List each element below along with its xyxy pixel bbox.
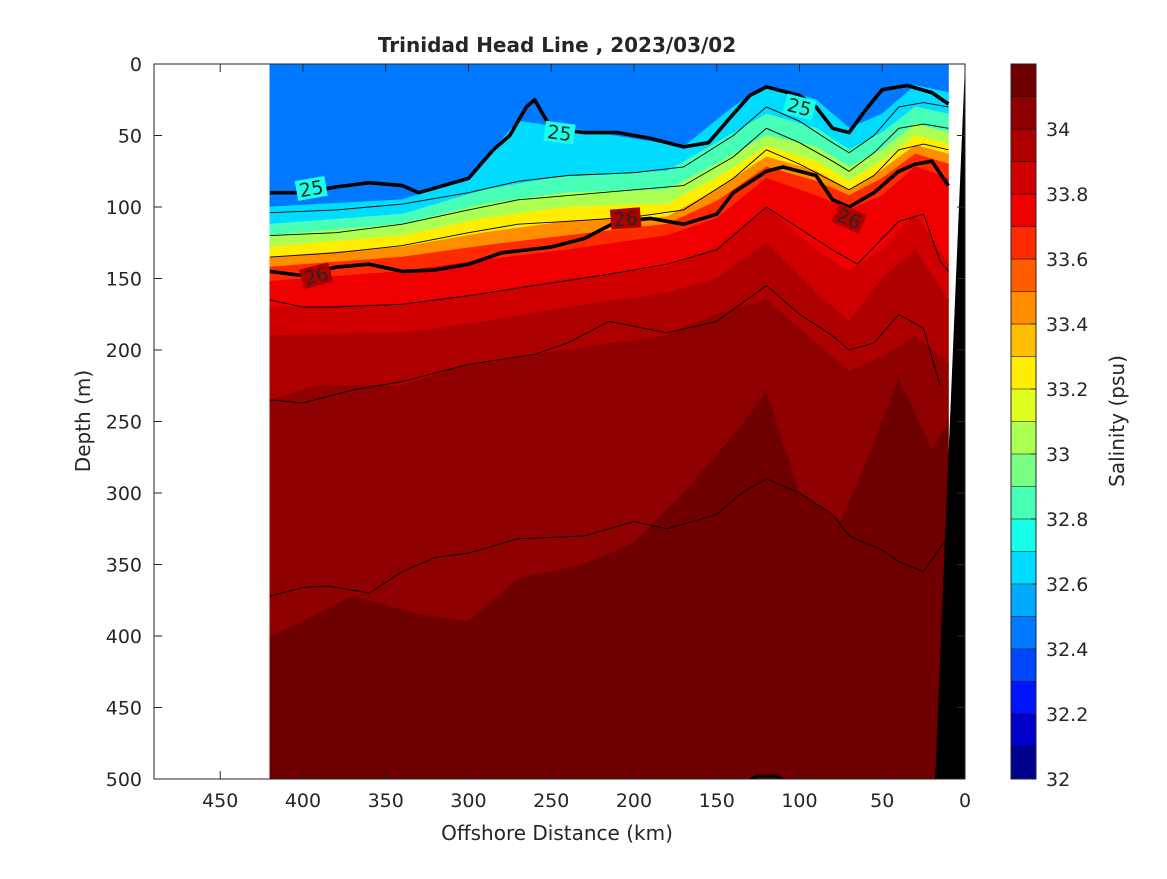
x-tick-label: 300 (450, 790, 486, 812)
y-tick-label: 0 (130, 54, 142, 76)
x-tick-label: 450 (202, 790, 238, 812)
isopycnal-label-bg (543, 120, 576, 145)
x-tick-label: 50 (870, 790, 894, 812)
thin-contour-3 (269, 206, 949, 308)
colorbar-segment (1011, 64, 1036, 97)
colorbar-segment (1011, 714, 1036, 747)
colorbar-segment (1011, 649, 1036, 682)
x-tick-label: 100 (781, 790, 817, 812)
colorbar-tick-label: 32.8 (1046, 509, 1088, 531)
isopycnal-label-bg (299, 262, 334, 290)
y-tick-label: 150 (106, 269, 142, 291)
colorbar-segment (1011, 389, 1036, 422)
x-tick-label: 150 (699, 790, 735, 812)
colorbar-segment (1011, 324, 1036, 357)
y-axis-label: Depth (m) (71, 370, 95, 472)
colorbar-tick-label: 32.4 (1046, 639, 1088, 661)
colorbar-tick-label: 34 (1046, 119, 1070, 141)
isopycnal-label-bg (294, 176, 328, 201)
x-tick-label: 200 (616, 790, 652, 812)
bottom-contour (749, 774, 784, 779)
colorbar-box (1010, 63, 1037, 780)
y-tick-label: 400 (106, 626, 142, 648)
isopycnal-label-bg (831, 203, 867, 234)
y-tick-label: 50 (118, 126, 142, 148)
colorbar-tick-label: 33.8 (1046, 184, 1088, 206)
isopycnal-label-bg (609, 207, 642, 230)
x-tick-label: 250 (533, 790, 569, 812)
colorbar-segment (1011, 746, 1036, 780)
salinity-region-12 (501, 652, 900, 779)
thin-contour-lines (269, 102, 949, 779)
colorbar-segment (1011, 129, 1036, 162)
colorbar: 32 32.2 32.4 32.6 32.8 33 33.2 33.4 33.6 33.8 34 (1010, 63, 1088, 791)
x-tick-label: 350 (368, 790, 404, 812)
colorbar-segment (1011, 356, 1036, 390)
colorbar-segment (1011, 421, 1036, 455)
colorbar-segment (1011, 681, 1036, 715)
y-tick-label: 450 (106, 698, 142, 720)
y-tick-label: 100 (106, 197, 142, 219)
isopycnal-label: 25 (546, 121, 573, 146)
land-mask (915, 64, 965, 779)
colorbar-segment (1011, 291, 1036, 325)
thin-contour-4 (269, 285, 941, 404)
colorbar-segment (1011, 161, 1036, 195)
colorbar-tick-label: 33.2 (1046, 379, 1088, 401)
isopycnal-label: 25 (298, 176, 326, 202)
isopycnal-label: 26 (613, 207, 639, 231)
x-axis-label: Offshore Distance (km) (441, 821, 673, 845)
seafloor-land (915, 64, 965, 779)
y-tick-label: 350 (106, 555, 142, 577)
colorbar-tick-label: 32.2 (1046, 704, 1088, 726)
colorbar-segment (1011, 226, 1036, 260)
thin-contour-0 (269, 102, 949, 214)
x-tick-label: 0 (959, 790, 971, 812)
colorbar-tick-label: 33.6 (1046, 249, 1088, 271)
thin-contour-2 (269, 143, 949, 258)
axes: 450 400 350 300 250 200 150 100 50 00501001502002… (106, 54, 971, 812)
colorbar-segment (1011, 486, 1036, 520)
isopycnal-label-bg (782, 93, 817, 121)
isopycnal-26 (269, 159, 950, 278)
y-tick-label: 200 (106, 340, 142, 362)
colorbar-tick-label: 33 (1046, 444, 1070, 466)
colorbar-segment (1011, 259, 1036, 292)
y-tick-label: 300 (106, 483, 142, 505)
chart-title: Trinidad Head Line , 2023/03/02 (378, 33, 736, 57)
colorbar-segment (1011, 616, 1036, 650)
colorbar-label: Salinity (psu) (1105, 355, 1129, 487)
colorbar-segment (1011, 96, 1036, 130)
colorbar-segment (1011, 194, 1036, 227)
colorbar-segment (1011, 519, 1036, 552)
colorbar-tick-label: 32 (1046, 769, 1070, 791)
thin-contour-1 (269, 123, 949, 237)
y-tick-label: 250 (106, 412, 142, 434)
colorbar-tick-label: 33.4 (1046, 314, 1088, 336)
isopycnal-25 (269, 83, 950, 195)
colorbar-segment (1011, 454, 1036, 487)
colorbar-tick-label: 32.6 (1046, 574, 1088, 596)
colorbar-segment (1011, 584, 1036, 617)
thin-contour-5 (269, 478, 949, 597)
filled-contours (269, 64, 949, 779)
y-tick-label: 500 (106, 769, 142, 791)
colorbar-segment (1011, 551, 1036, 585)
x-tick-label: 400 (285, 790, 321, 812)
